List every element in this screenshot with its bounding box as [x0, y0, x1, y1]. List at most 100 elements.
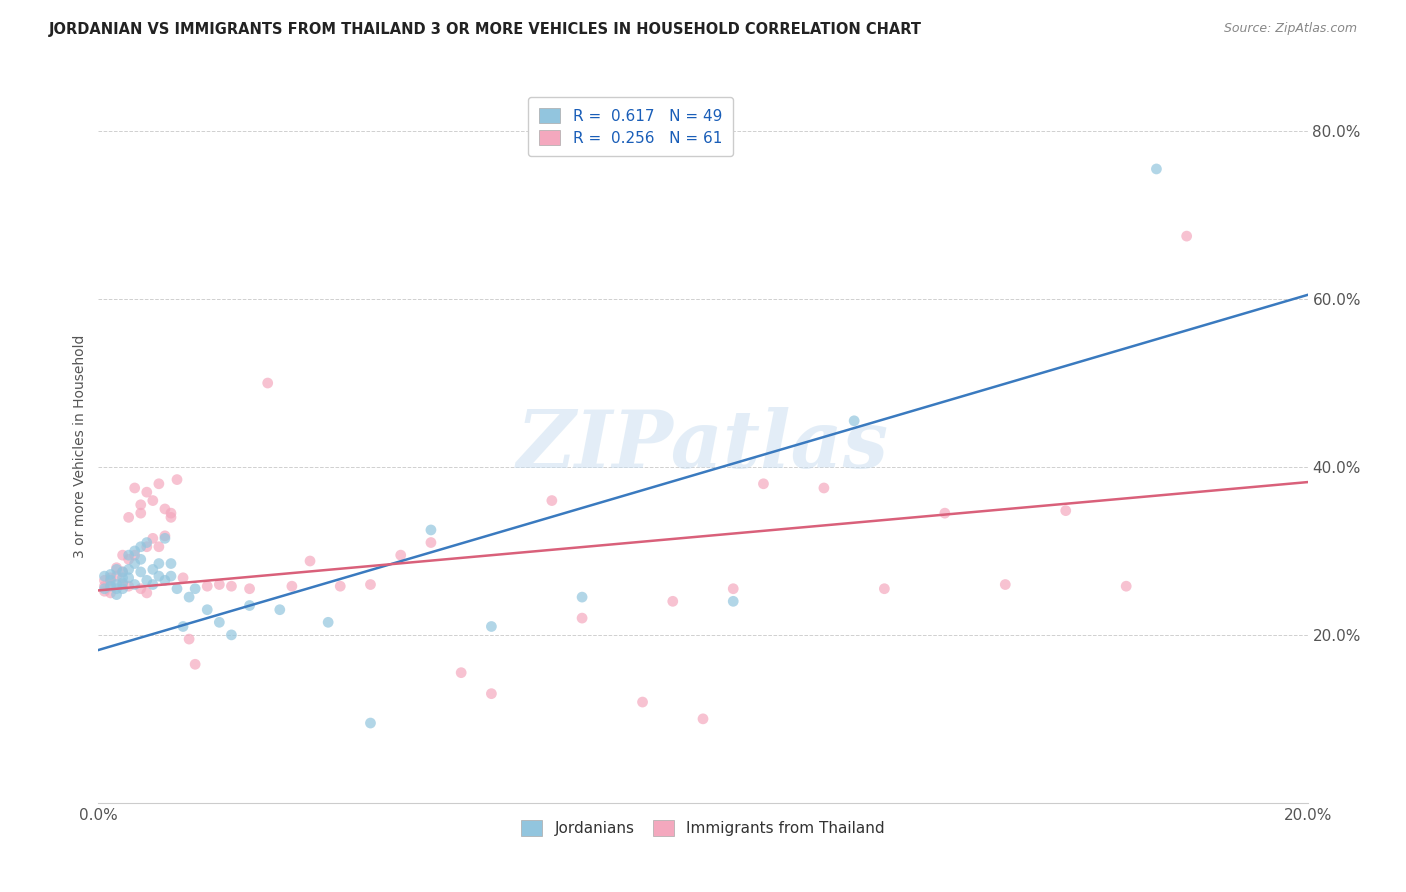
Point	[124, 548, 146, 562]
Point	[256, 376, 278, 390]
Point	[111, 577, 134, 591]
Point	[135, 586, 157, 600]
Point	[124, 577, 146, 591]
Point	[93, 579, 115, 593]
Point	[631, 695, 654, 709]
Point	[135, 540, 157, 554]
Point	[179, 590, 201, 604]
Point	[269, 603, 291, 617]
Point	[160, 557, 183, 571]
Point	[389, 548, 412, 562]
Point	[129, 498, 152, 512]
Point	[93, 584, 115, 599]
Point	[221, 579, 243, 593]
Point	[118, 552, 141, 566]
Point	[135, 574, 157, 588]
Point	[148, 476, 170, 491]
Point	[148, 557, 170, 571]
Point	[160, 510, 183, 524]
Point	[316, 615, 339, 630]
Point	[420, 535, 443, 549]
Point	[153, 532, 176, 546]
Point	[813, 481, 835, 495]
Point	[934, 506, 956, 520]
Point	[118, 562, 141, 576]
Point	[481, 619, 503, 633]
Point	[105, 582, 128, 596]
Point	[111, 565, 134, 579]
Point	[105, 569, 128, 583]
Point	[540, 493, 562, 508]
Point	[723, 594, 745, 608]
Point	[105, 577, 128, 591]
Point	[153, 502, 176, 516]
Point	[118, 510, 141, 524]
Point	[994, 577, 1017, 591]
Point	[723, 582, 745, 596]
Point	[179, 632, 201, 646]
Point	[420, 523, 443, 537]
Point	[118, 548, 141, 562]
Point	[100, 577, 122, 591]
Point	[239, 582, 262, 596]
Point	[1144, 161, 1167, 176]
Point	[450, 665, 472, 680]
Point	[129, 540, 152, 554]
Point	[195, 603, 218, 617]
Point	[93, 569, 115, 583]
Point	[100, 579, 122, 593]
Point	[239, 599, 262, 613]
Point	[111, 571, 134, 585]
Point	[100, 586, 122, 600]
Point	[148, 540, 170, 554]
Point	[844, 414, 866, 428]
Point	[692, 712, 714, 726]
Point	[360, 716, 382, 731]
Point	[166, 582, 188, 596]
Text: ZIPatlas: ZIPatlas	[517, 408, 889, 484]
Point	[129, 565, 152, 579]
Text: Source: ZipAtlas.com: Source: ZipAtlas.com	[1223, 22, 1357, 36]
Point	[661, 594, 683, 608]
Point	[100, 571, 122, 585]
Point	[172, 619, 194, 633]
Legend: Jordanians, Immigrants from Thailand: Jordanians, Immigrants from Thailand	[512, 811, 894, 845]
Point	[111, 548, 134, 562]
Point	[360, 577, 382, 591]
Point	[1115, 579, 1137, 593]
Point	[329, 579, 352, 593]
Point	[124, 544, 146, 558]
Point	[118, 579, 141, 593]
Point	[153, 529, 176, 543]
Point	[129, 582, 152, 596]
Point	[166, 473, 188, 487]
Point	[105, 588, 128, 602]
Point	[148, 569, 170, 583]
Point	[160, 569, 183, 583]
Point	[100, 567, 122, 582]
Point	[135, 485, 157, 500]
Point	[124, 557, 146, 571]
Point	[571, 611, 593, 625]
Point	[873, 582, 896, 596]
Point	[281, 579, 304, 593]
Point	[129, 506, 152, 520]
Text: JORDANIAN VS IMMIGRANTS FROM THAILAND 3 OR MORE VEHICLES IN HOUSEHOLD CORRELATIO: JORDANIAN VS IMMIGRANTS FROM THAILAND 3 …	[49, 22, 922, 37]
Point	[105, 560, 128, 574]
Point	[111, 565, 134, 579]
Point	[124, 481, 146, 495]
Point	[184, 582, 207, 596]
Point	[184, 657, 207, 672]
Point	[172, 571, 194, 585]
Point	[208, 615, 231, 630]
Point	[571, 590, 593, 604]
Point	[129, 552, 152, 566]
Point	[208, 577, 231, 591]
Point	[153, 574, 176, 588]
Point	[752, 476, 775, 491]
Point	[111, 575, 134, 590]
Point	[100, 574, 122, 588]
Point	[160, 506, 183, 520]
Point	[118, 571, 141, 585]
Point	[195, 579, 218, 593]
